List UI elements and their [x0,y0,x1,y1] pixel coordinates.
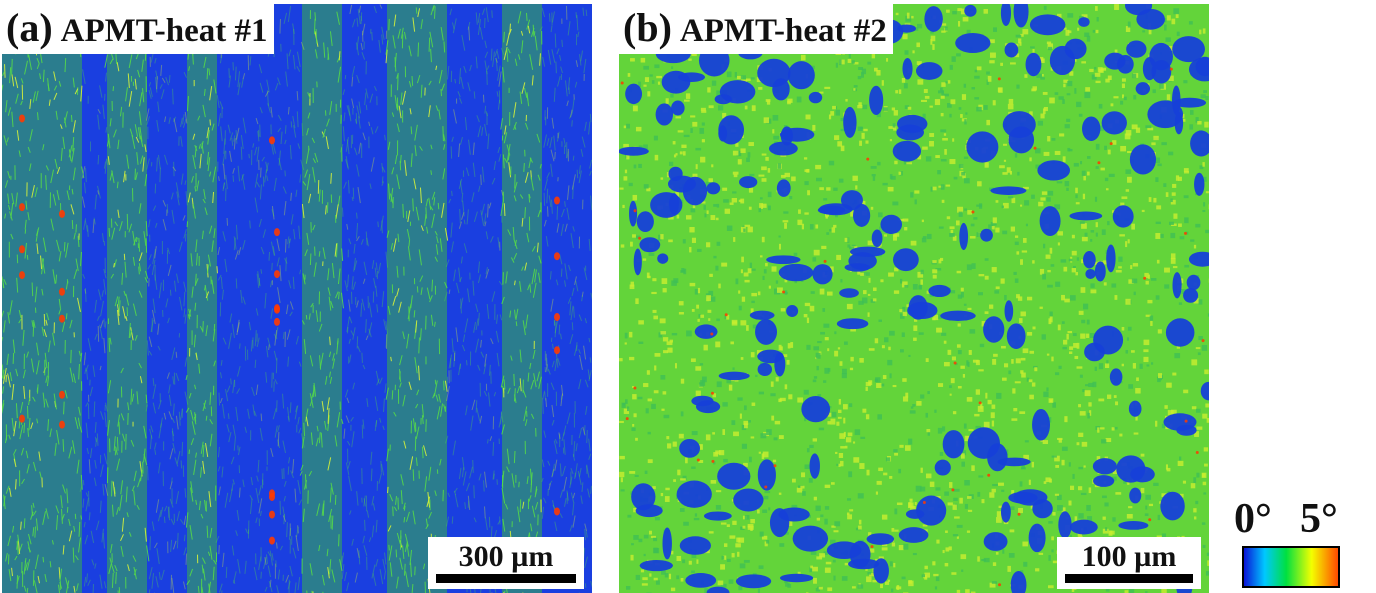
map-b-texture [619,4,1209,593]
panel-label-b: (b) APMT-heat #2 [619,4,893,54]
map-a-texture [2,4,592,593]
panel-letter-a: (a) [6,5,53,50]
scale-bar-b: 100 µm [1057,536,1201,589]
legend-gradient-bar [1242,546,1340,588]
panel-title-a: APMT-heat #1 [60,13,268,49]
scale-bar-label-b: 100 µm [1081,539,1177,573]
panel-title-b: APMT-heat #2 [679,13,887,49]
color-scale-legend: 0° 5° [1234,498,1344,588]
panel-letter-b: (b) [623,5,672,50]
scale-bar-label-a: 300 µm [458,539,554,573]
legend-max-label: 5° [1300,496,1338,542]
misorientation-map-a: (a) APMT-heat #1 300 µm [2,4,592,593]
scale-bar-line-b [1065,574,1193,583]
scale-bar-line-a [436,574,576,583]
scale-bar-a: 300 µm [428,536,584,589]
legend-min-label: 0° [1234,496,1272,542]
panel-label-a: (a) APMT-heat #1 [2,4,274,54]
misorientation-map-b: (b) APMT-heat #2 100 µm [619,4,1209,593]
